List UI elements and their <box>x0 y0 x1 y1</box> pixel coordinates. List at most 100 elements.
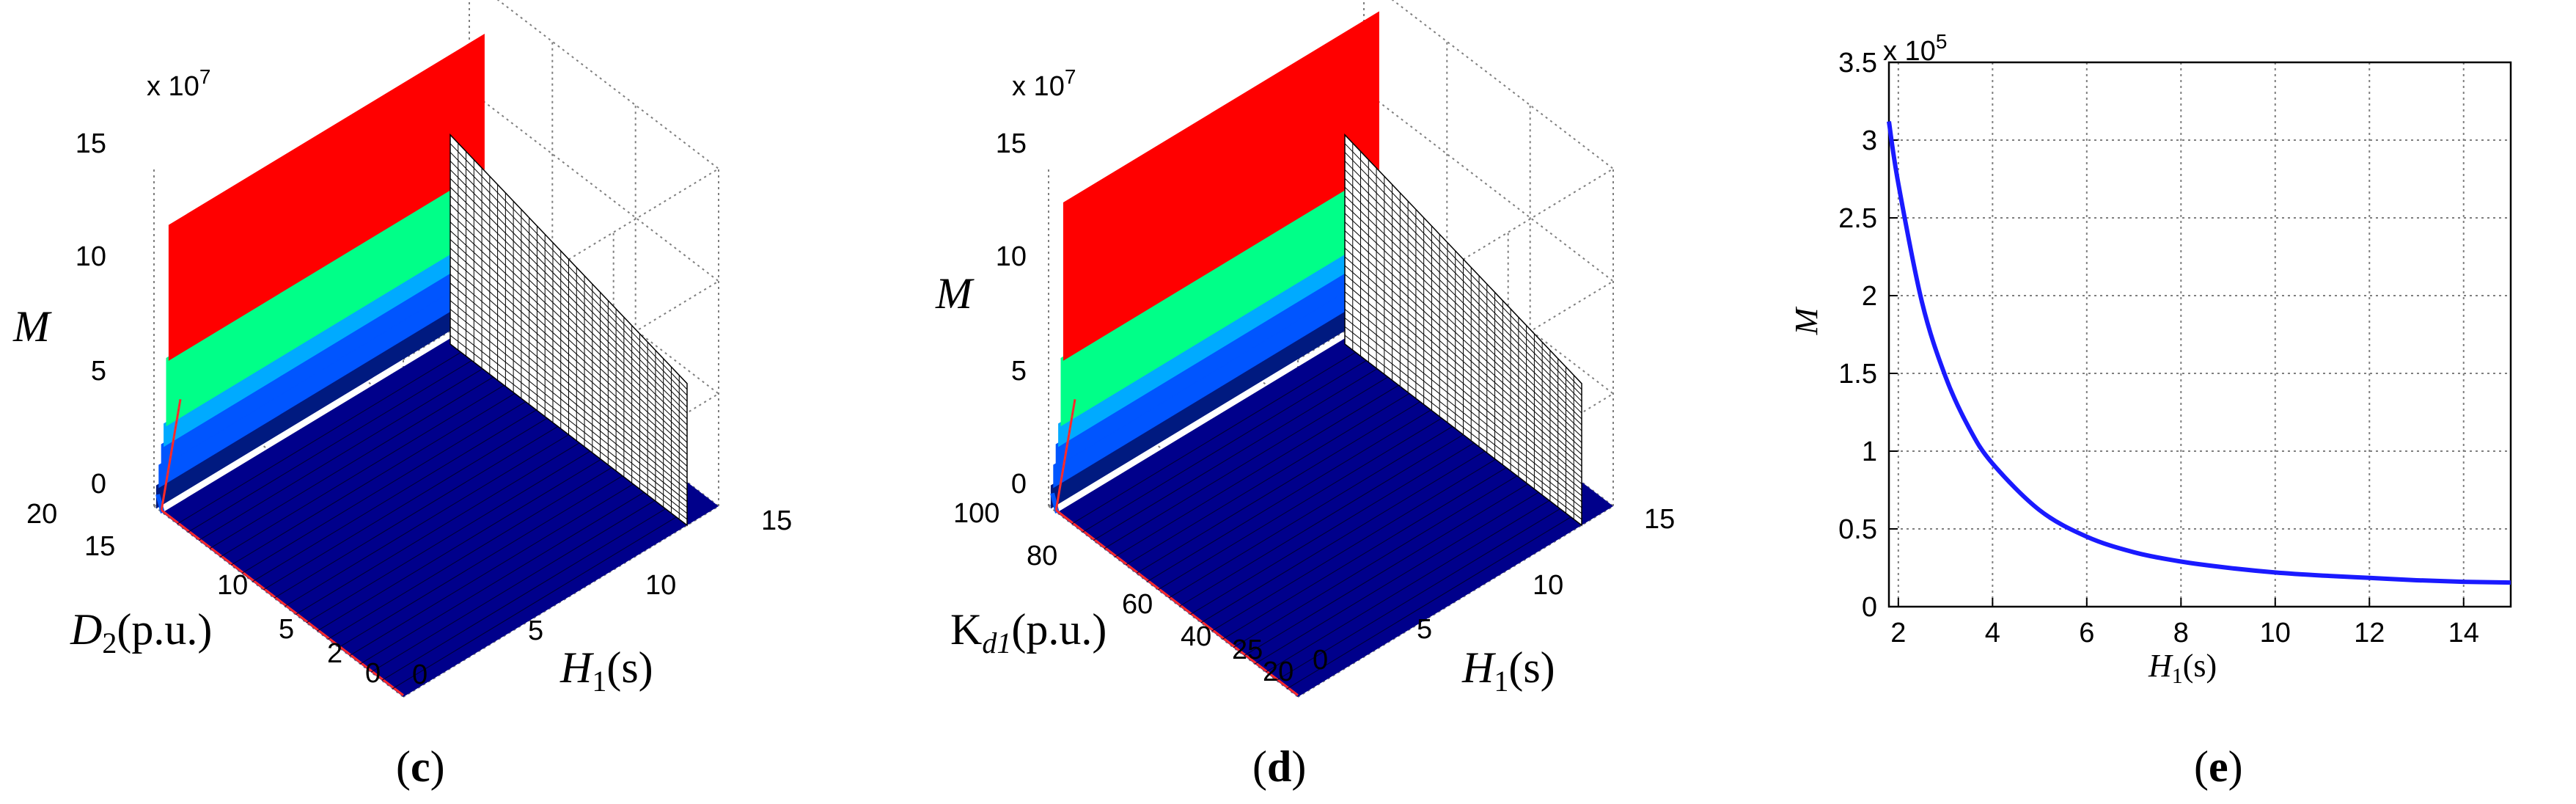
mesh-line <box>449 204 688 431</box>
x-tick-label: 8 <box>2173 618 2189 648</box>
red-contour-line <box>161 509 404 696</box>
panel-d-exponent: x 107 <box>1012 65 1076 102</box>
panel-d-ytick: 40 <box>1181 621 1211 652</box>
floor-mesh-line <box>1104 376 1388 549</box>
panel-e-grid <box>1889 62 2511 607</box>
panel-c-ytick: 15 <box>84 531 115 562</box>
y-tick-label: 2 <box>1862 281 1877 312</box>
panel-e-plot-frame <box>1887 61 2512 608</box>
floor-mesh-line <box>1168 425 1453 599</box>
panel-e-ylabel: M <box>1788 306 1824 335</box>
y-tick-label: 1 <box>1862 436 1877 467</box>
floor-mesh-line <box>1222 467 1507 640</box>
panel-c-xtick: 15 <box>761 505 792 536</box>
floor-mesh-line <box>360 491 645 665</box>
x-tick-label: 6 <box>2079 618 2094 648</box>
mesh-line <box>1344 204 1582 431</box>
mesh-line <box>1344 300 1582 497</box>
floor-mesh-line <box>349 483 634 657</box>
panel-d-zlabel: M <box>935 269 975 318</box>
panel-c-exponent: x 107 <box>147 65 210 102</box>
mesh-line <box>1344 161 1582 402</box>
panel-d-ztick: 0 <box>1011 469 1027 500</box>
panel-d-mesh-wall <box>1344 133 1582 527</box>
mesh-line <box>449 317 688 508</box>
floor-mesh-line <box>1115 384 1399 558</box>
y-tick-label: 0.5 <box>1838 514 1877 545</box>
panel-d-ztick: 10 <box>996 241 1027 272</box>
surface-band <box>1063 11 1379 361</box>
x-tick-label: 4 <box>1985 618 2000 648</box>
mesh-line <box>1344 317 1582 508</box>
floor-mesh-line <box>1071 351 1356 525</box>
panel-c-xtick: 0 <box>412 659 428 690</box>
floor-mesh-line <box>209 376 493 549</box>
mesh-line <box>449 326 688 514</box>
x-tick-label: 14 <box>2448 618 2479 648</box>
floor-mesh-line <box>1255 491 1539 665</box>
red-contour-line <box>1055 509 1299 696</box>
panel-c-ytick: 10 <box>217 570 248 601</box>
y-tick-label: 1.5 <box>1838 359 1877 390</box>
floor-mesh-line <box>285 434 569 607</box>
red-contour-line <box>160 398 182 511</box>
mesh-line <box>1344 335 1582 520</box>
mesh-line <box>1344 282 1582 485</box>
floor-mesh-line <box>1211 458 1496 632</box>
floor-mesh-line <box>1265 500 1550 673</box>
floor-mesh-line <box>1276 508 1560 681</box>
mesh-line <box>1344 195 1582 425</box>
floor-mesh-line <box>188 360 472 533</box>
panel-d-xlabel: H1(s) <box>1461 643 1555 698</box>
mesh-line <box>1344 256 1582 467</box>
panel-c-ytick: 20 <box>26 499 57 530</box>
panel-c-xtick: 10 <box>645 570 676 601</box>
mesh-line <box>1344 230 1582 449</box>
panel-d-xtick: 0 <box>1313 645 1328 676</box>
panel-d-ytick: 25 <box>1232 635 1263 665</box>
floor-mesh-line <box>306 450 591 624</box>
floor-mesh-line <box>381 508 666 681</box>
floor-mesh-line <box>241 401 526 574</box>
mesh-line <box>449 195 688 425</box>
y-tick-label: 3 <box>1862 125 1877 156</box>
floor-mesh-line <box>1125 392 1410 566</box>
panel-d-ytick: 20 <box>1263 657 1293 687</box>
panel-c-ytick: 0 <box>365 658 381 689</box>
panel-c-zlabel: M <box>12 302 52 351</box>
panel-e-ticks: 2 4 6 8 10 12 14 0 0.5 1 1.5 2 2.5 3 3.5 <box>1838 48 2479 648</box>
mesh-line <box>449 169 688 408</box>
mesh-line <box>449 256 688 467</box>
panel-c-ytick: 2 <box>327 638 342 669</box>
panel-d-xtick: 5 <box>1417 614 1432 645</box>
mesh-line <box>1344 309 1582 503</box>
mesh-line <box>449 265 688 472</box>
panel-d-ylabel: Kd1(p.u.) <box>950 605 1107 659</box>
floor-mesh-line <box>392 516 677 690</box>
mesh-line <box>1344 274 1582 478</box>
mesh-line <box>449 300 688 497</box>
mesh-line <box>1344 291 1582 491</box>
panel-e-chart: 2 4 6 8 10 12 14 0 0.5 1 1.5 2 2.5 3 3.5 x 105 M H1(s)… <box>1788 30 2512 791</box>
floor-mesh-line <box>1189 442 1475 615</box>
floor-mesh-line <box>1287 516 1571 690</box>
panel-d-xtick: 10 <box>1533 570 1563 601</box>
floor-mesh-line <box>198 368 483 541</box>
mesh-line <box>449 186 688 420</box>
floor-mesh-line <box>1179 434 1464 607</box>
panel-e-xlabel: H1(s) <box>2148 648 2217 688</box>
mesh-line <box>1344 186 1582 420</box>
panel-c-ztick: 0 <box>91 469 106 500</box>
mesh-line <box>1344 213 1582 437</box>
panel-c-ytick: 5 <box>279 614 294 645</box>
mesh-line <box>1344 326 1582 514</box>
panel-d-ztick: 5 <box>1011 356 1027 387</box>
mesh-line <box>449 247 688 461</box>
floor-mesh-line <box>230 392 515 566</box>
mesh-line <box>1344 152 1582 396</box>
mesh-line <box>1344 169 1582 408</box>
floor-mesh-line <box>274 425 559 599</box>
surface-band <box>168 34 485 361</box>
floor-mesh-line <box>1082 360 1367 533</box>
y-tick-label: 3.5 <box>1838 48 1877 78</box>
